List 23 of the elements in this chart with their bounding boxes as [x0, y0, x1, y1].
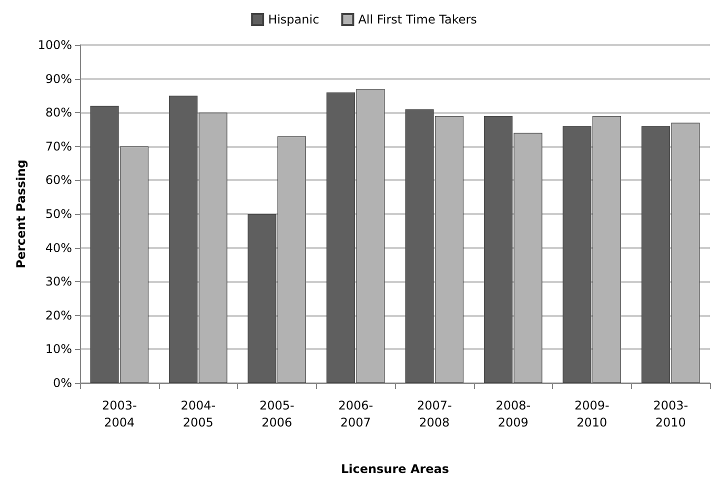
y-tick-label: 10%	[45, 342, 72, 356]
y-tick-label: 40%	[45, 240, 72, 255]
y-tick-label: 20%	[45, 308, 72, 322]
x-axis-title: Licensure Areas	[340, 462, 450, 476]
x-tick-label: 2003-2004	[102, 398, 137, 430]
y-tick-label: 80%	[45, 106, 72, 120]
x-tick-label: 2008-2009	[496, 398, 531, 430]
y-tick-label: 90%	[45, 72, 72, 86]
y-tick-label: 50%	[45, 207, 72, 221]
x-tick-label: 2006-2007	[338, 398, 374, 430]
x-tick-label: 2009-2010	[574, 398, 610, 430]
x-tick-label: 2004-2005	[180, 398, 216, 430]
x-tick-label: 2005-2006	[259, 398, 294, 430]
legend-label: Hispanic	[268, 12, 320, 26]
y-tick-label: 0%	[52, 376, 72, 390]
legend-label: All First Time Takers	[358, 12, 477, 26]
y-tick-label: 100%	[38, 38, 72, 52]
y-tick-label: 30%	[45, 274, 72, 289]
y-tick-label: 60%	[45, 173, 72, 188]
y-axis-title: Percent Passing	[14, 160, 28, 268]
y-tick-label: 70%	[45, 139, 72, 154]
x-tick-label: 2007-2008	[416, 398, 452, 430]
x-tick-label: 2003-2010	[653, 398, 688, 430]
